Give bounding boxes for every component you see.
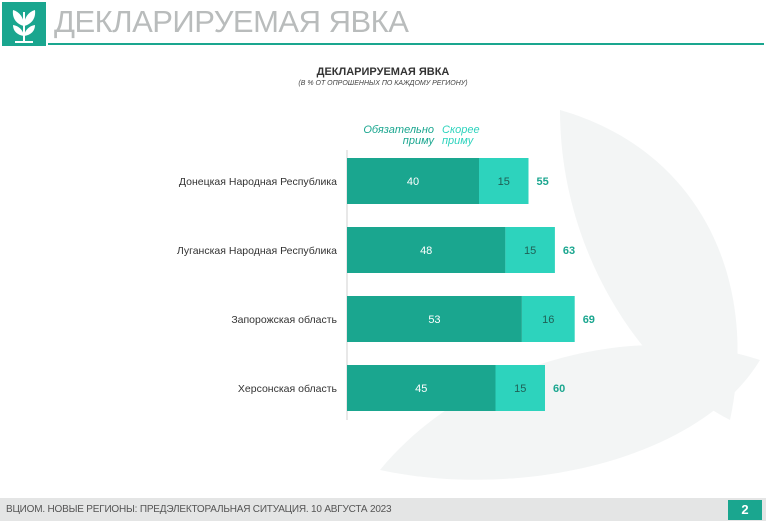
bar-total-label: 60 xyxy=(553,383,565,395)
legend-label-3: Скорее xyxy=(442,124,480,136)
chart-subtitle: (В % ОТ ОПРОШЕННЫХ ПО КАЖДОМУ РЕГИОНУ) xyxy=(298,80,468,87)
bar-value-label: 15 xyxy=(514,383,526,395)
page-number-badge: 2 xyxy=(728,500,762,520)
bar-value-label: 16 xyxy=(542,314,554,326)
bar-segment-secondary xyxy=(495,365,545,411)
bar-segment-primary xyxy=(347,158,479,204)
category-label: Запорожская область xyxy=(231,314,337,326)
footer-bar xyxy=(0,498,766,521)
bar-segment-primary xyxy=(347,365,496,411)
bar-segment-primary xyxy=(347,227,506,273)
bar-segment-secondary xyxy=(505,227,555,273)
bar-segment-secondary xyxy=(479,158,529,204)
legend-label-4: приму xyxy=(442,135,475,147)
logo xyxy=(2,2,46,46)
bar-value-label: 40 xyxy=(407,176,419,188)
bar-value-label: 48 xyxy=(420,245,432,257)
tree-logo-icon xyxy=(12,10,36,43)
bar-value-label: 15 xyxy=(524,245,536,257)
bar-total-label: 69 xyxy=(583,314,595,326)
bar-segment-secondary xyxy=(521,296,575,342)
legend-label-2: приму xyxy=(403,135,436,147)
bar-total-label: 55 xyxy=(537,176,549,188)
slide-title: ДЕКЛАРИРУЕМАЯ ЯВКА xyxy=(54,4,409,39)
footer-text: ВЦИОМ. НОВЫЕ РЕГИОНЫ: ПРЕДЭЛЕКТОРАЛЬНАЯ … xyxy=(6,504,392,515)
legend-label-1: Обязательно xyxy=(363,124,434,136)
title-divider xyxy=(48,43,764,45)
category-label: Донецкая Народная Республика xyxy=(179,176,337,188)
bar-value-label: 53 xyxy=(428,314,440,326)
category-label: Луганская Народная Республика xyxy=(177,245,337,257)
category-label: Херсонская область xyxy=(238,383,338,395)
bar-segment-primary xyxy=(347,296,522,342)
bar-value-label: 45 xyxy=(415,383,427,395)
bar-value-label: 15 xyxy=(498,176,510,188)
chart-title: ДЕКЛАРИРУЕМАЯ ЯВКА xyxy=(316,66,450,78)
bar-total-label: 63 xyxy=(563,245,575,257)
